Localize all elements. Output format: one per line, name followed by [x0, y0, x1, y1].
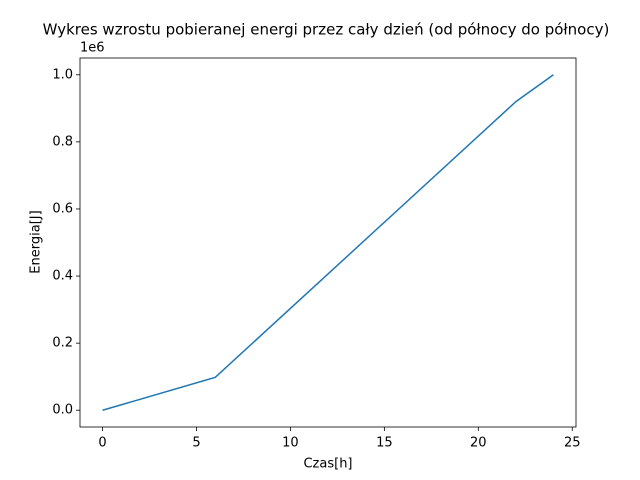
- x-tick-label: 15: [376, 436, 393, 451]
- y-tick-label: 0.2: [52, 336, 73, 351]
- y-axis-label: Energia[J]: [29, 210, 44, 273]
- x-tick-label: 20: [470, 436, 487, 451]
- y-tick-label: 0.4: [52, 269, 73, 284]
- y-offset-label: 1e6: [80, 41, 105, 56]
- y-tick-label: 0.0: [52, 403, 73, 418]
- x-axis-label: Czas[h]: [303, 457, 352, 472]
- y-tick-label: 0.6: [52, 201, 73, 216]
- x-tick-label: 25: [564, 436, 581, 451]
- line-series: [102, 74, 554, 411]
- plot-frame: [79, 57, 577, 428]
- x-tick-label: 5: [192, 436, 200, 451]
- y-tick-label: 0.8: [52, 134, 73, 149]
- x-tick-label: 0: [98, 436, 106, 451]
- y-tick-label: 1.0: [52, 67, 73, 82]
- chart-title: Wykres wzrostu pobieranej energi przez c…: [43, 21, 610, 39]
- x-tick-label: 10: [282, 436, 299, 451]
